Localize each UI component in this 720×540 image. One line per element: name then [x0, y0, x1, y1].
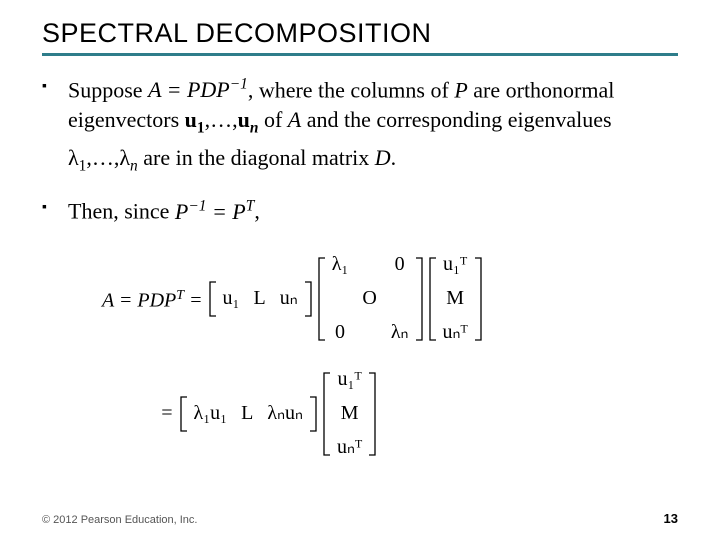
lbracket-icon: [209, 281, 217, 317]
rbracket-icon: [368, 372, 376, 456]
b1-l1: λ1: [68, 145, 86, 170]
mUT-b: uₙᵀ: [443, 318, 468, 348]
mR2-0: λ₁u₁: [194, 399, 228, 429]
bullet-1: Suppose A = PDP−1, where the columns of …: [42, 70, 678, 181]
lbracket-icon: [429, 257, 437, 341]
rbracket-icon: [474, 257, 482, 341]
lbracket-icon: [180, 396, 188, 432]
b2-pre: Then, since: [68, 199, 175, 224]
mP-2: uₙ: [280, 284, 298, 314]
content-area: Suppose A = PDP−1, where the columns of …: [0, 56, 720, 462]
mR2-2: λₙuₙ: [267, 399, 303, 429]
eq2-pre: =: [160, 399, 174, 429]
b1-p6: .: [391, 145, 397, 170]
matrix-P: u₁ L uₙ: [223, 284, 298, 314]
matrix-D: λ₁ 0 O 0 λₙ: [332, 250, 409, 347]
equation-area: A = PDPT = u₁ L uₙ λ₁ 0 O 0 λₙ u₁ᵀ M: [42, 236, 678, 462]
b1-P: P: [454, 77, 467, 102]
b1-D: D: [375, 145, 391, 170]
mR2-1: L: [241, 399, 253, 429]
b1-un: un: [238, 107, 259, 132]
lbracket-icon: [318, 257, 326, 341]
b1-p1: , where the columns of: [248, 77, 455, 102]
bullet-2: Then, since P−1 = PT,: [42, 191, 678, 226]
mUT-m: M: [446, 284, 464, 314]
page-number: 13: [664, 511, 678, 526]
b1-p5: are in the diagonal matrix: [138, 145, 375, 170]
mUT2-b: uₙᵀ: [337, 433, 362, 463]
page-title: SPECTRAL DECOMPOSITION: [0, 0, 720, 53]
mP-0: u₁: [223, 284, 240, 314]
eq-row-1: A = PDPT = u₁ L uₙ λ₁ 0 O 0 λₙ u₁ᵀ M: [102, 250, 678, 347]
lbracket-icon: [323, 372, 331, 456]
matrix-row2: λ₁u₁ L λₙuₙ: [194, 399, 304, 429]
b1-d1: ,…,: [205, 107, 238, 132]
eq-lhs: A = PDPT =: [102, 281, 203, 316]
rbracket-icon: [415, 257, 423, 341]
b1-p4: and the corresponding eigenvalues: [301, 107, 611, 132]
b1-d2: ,…,: [86, 145, 119, 170]
eq-row-2: = λ₁u₁ L λₙuₙ u₁ᵀ M uₙᵀ: [160, 365, 678, 462]
b2-post: ,: [254, 199, 260, 224]
matrix-UT: u₁ᵀ M uₙᵀ: [443, 250, 468, 347]
rbracket-icon: [304, 281, 312, 317]
b1-A: A: [288, 107, 301, 132]
mUT2-t: u₁ᵀ: [338, 365, 362, 395]
b1-eq: A = PDP−1: [148, 77, 248, 102]
copyright-footer: © 2012 Pearson Education, Inc.: [42, 514, 197, 526]
mD-tr: 0: [395, 250, 405, 280]
b1-pre: Suppose: [68, 77, 148, 102]
mP-1: L: [254, 284, 266, 314]
b1-p3: of: [258, 107, 287, 132]
matrix-UT2: u₁ᵀ M uₙᵀ: [337, 365, 362, 462]
b2-eq: P−1 = PT: [175, 199, 254, 224]
mUT2-m: M: [341, 399, 359, 429]
mD-mid: O: [362, 284, 376, 314]
b1-ln: λn: [119, 145, 137, 170]
rbracket-icon: [309, 396, 317, 432]
mUT-t: u₁ᵀ: [443, 250, 467, 280]
mD-tl: λ₁: [332, 250, 349, 280]
mD-br: λₙ: [391, 318, 409, 348]
b1-u1: u1: [185, 107, 205, 132]
mD-bl: 0: [335, 318, 345, 348]
